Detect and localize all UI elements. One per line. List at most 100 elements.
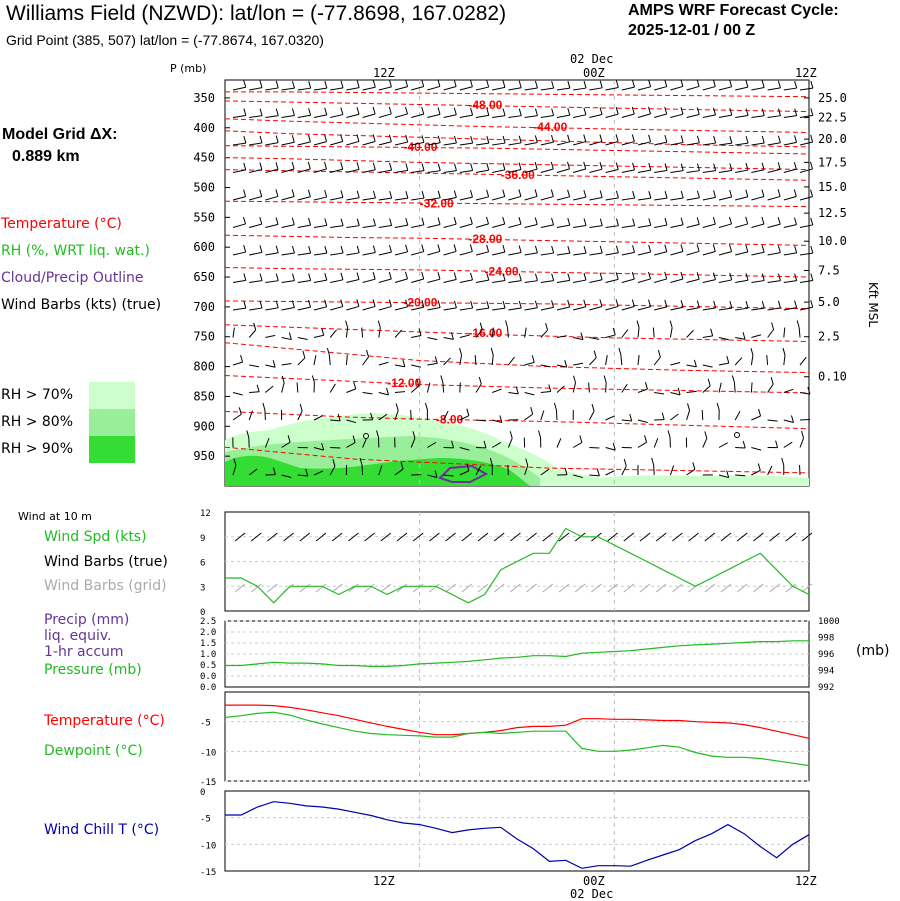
barb-flag (454, 164, 456, 171)
barb-staff (379, 225, 392, 227)
barb (427, 338, 437, 340)
barb-flag (357, 162, 359, 169)
barb (557, 246, 570, 255)
barb-staff (525, 328, 527, 338)
wind-barb-grid-35 (802, 584, 812, 592)
wind-barb-grid-21 (575, 584, 585, 592)
barb-flag (730, 163, 732, 170)
barb-flag (681, 245, 683, 252)
barb-staff (363, 114, 376, 117)
barb-staff (298, 225, 311, 227)
barb-flag (633, 219, 635, 226)
barb-flag (778, 109, 780, 116)
barb-flag (486, 217, 488, 224)
barb (363, 393, 373, 394)
isotherm-label-5: -28.00 (468, 232, 502, 246)
barb (460, 80, 473, 90)
barb-staff (363, 226, 376, 228)
barb-flag (470, 217, 472, 224)
barb-flag (600, 191, 602, 198)
barb-flag (389, 272, 391, 279)
barb-staff (638, 87, 651, 90)
barb (622, 459, 626, 475)
barb-flag (425, 403, 427, 410)
barb-staff (735, 87, 748, 90)
barb-staff (444, 87, 457, 90)
barb-staff (282, 88, 295, 90)
wind-barb-grid-30 (721, 584, 731, 592)
barb-staff (735, 170, 748, 172)
barb-staff (735, 411, 740, 420)
barb-staff (525, 116, 538, 118)
barb (638, 382, 647, 392)
barb-flag (811, 108, 813, 115)
barb-flag (373, 135, 375, 142)
barb (444, 108, 457, 118)
barb-flag (325, 218, 327, 225)
barb-flag (762, 81, 764, 88)
barb-staff (363, 279, 376, 282)
isotherm-line-2 (225, 146, 809, 154)
barb-staff (622, 466, 626, 475)
barb-staff (557, 169, 569, 173)
barb (606, 246, 619, 255)
barb-flag (454, 244, 456, 251)
barb-staff (557, 88, 570, 90)
barb-flag (581, 333, 583, 340)
barb-staff (622, 226, 635, 228)
barb-flag (568, 246, 570, 253)
barb (589, 134, 602, 145)
barb-flag (624, 459, 626, 466)
barb-staff (719, 197, 732, 200)
barb (557, 218, 570, 227)
barb-flag (396, 404, 398, 411)
barb-staff (541, 197, 554, 200)
barb-staff (557, 197, 570, 200)
barb (441, 376, 444, 393)
barb (444, 164, 457, 173)
barb-staff (735, 358, 742, 365)
barb-flag (713, 273, 715, 280)
barb-staff (719, 252, 732, 255)
barb-staff (751, 448, 761, 451)
barb-flag (519, 246, 521, 253)
barb-flag (714, 108, 716, 115)
barb (379, 107, 391, 118)
sounding-wind-barbs (233, 79, 813, 477)
barb (346, 382, 355, 393)
barb (379, 300, 392, 310)
wind-barb-grid-19 (543, 584, 553, 592)
barb-flag (325, 190, 327, 197)
barb-staff (411, 86, 424, 90)
barb-staff (427, 224, 440, 227)
barb-staff (589, 358, 596, 365)
barb (751, 81, 764, 90)
pressure-tick-label-500: 500 (193, 180, 215, 194)
barb-flag (373, 219, 375, 226)
barb-staff (265, 365, 275, 367)
barb (751, 190, 764, 200)
barb (492, 217, 505, 228)
barb-flag (584, 81, 586, 88)
barb-flag (292, 218, 294, 225)
pressure-line (225, 641, 809, 667)
barb (557, 81, 570, 90)
barb (654, 191, 667, 200)
barb (622, 330, 628, 338)
barb-staff (298, 88, 311, 90)
barb (670, 300, 683, 310)
barb-staff (249, 143, 262, 145)
barb-flag (771, 377, 773, 384)
barb (687, 301, 700, 310)
barb (638, 355, 639, 365)
barb (784, 218, 797, 228)
barb-staff (282, 197, 295, 200)
barb-flag (746, 273, 748, 280)
barb-flag (325, 162, 327, 169)
barb (768, 377, 774, 392)
barb-flag (406, 191, 408, 198)
barb (589, 81, 602, 90)
barb (508, 246, 521, 255)
barb-flag (438, 301, 440, 308)
pressure-tick-label-550: 550 (193, 210, 215, 224)
